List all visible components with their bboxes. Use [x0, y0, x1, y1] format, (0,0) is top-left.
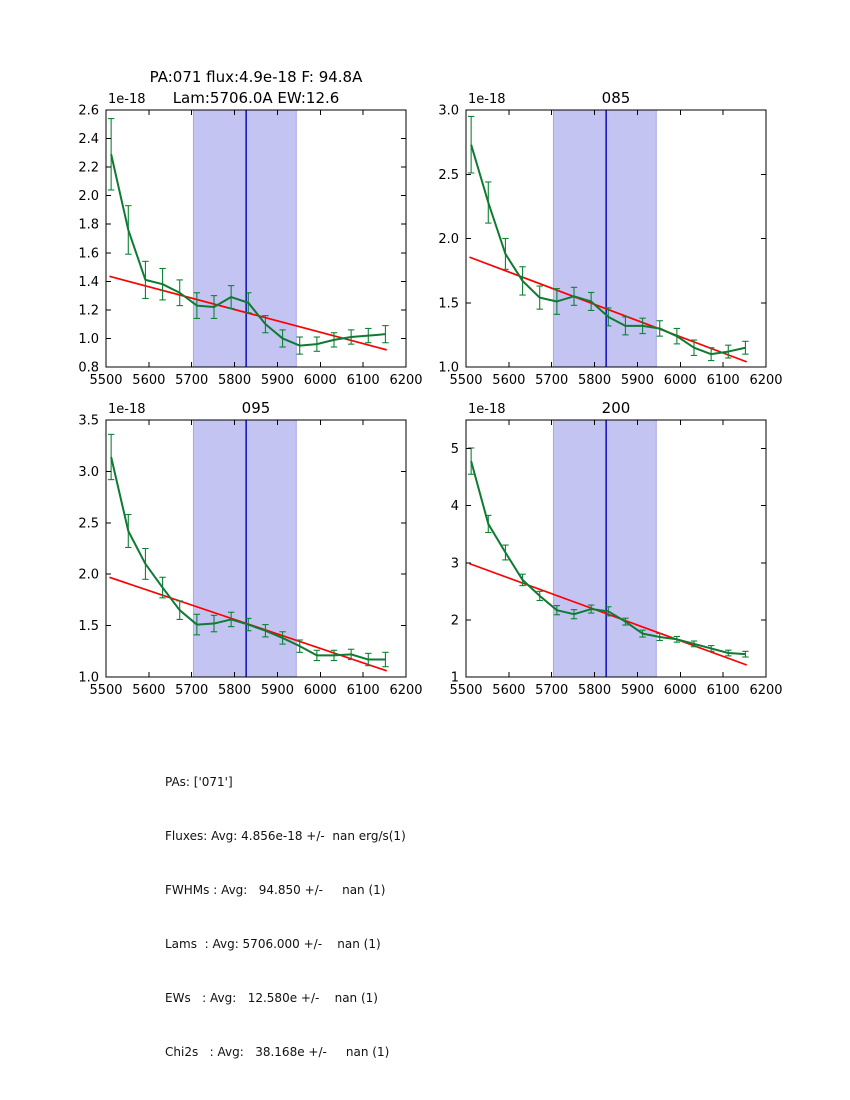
y-tick-label: 2.0 — [78, 568, 99, 583]
axes-frame — [105, 109, 407, 368]
ticks — [465, 420, 767, 678]
x-tick-label: 6200 — [749, 683, 782, 698]
x-tick-label: 5900 — [621, 373, 654, 388]
shaded-band — [192, 419, 297, 678]
axis-offset-label: 1e-18 — [468, 402, 506, 417]
x-tick-label: 6100 — [347, 683, 380, 698]
spectrum-line — [470, 144, 746, 356]
y-tick-label: 1.0 — [438, 361, 459, 376]
stats-line-pas: PAs: ['071'] — [165, 775, 233, 789]
stats-line-chi2s: Chi2s : Avg: 38.168e +/- nan (1) — [165, 1045, 390, 1059]
shaded-band — [552, 109, 657, 368]
x-tick-label: 6100 — [707, 683, 740, 698]
axes-frame — [465, 419, 767, 678]
ticks — [105, 419, 407, 678]
axes-frame — [105, 419, 407, 678]
y-tick-label: 1.5 — [438, 296, 459, 311]
x-tick-label: 5600 — [492, 373, 525, 388]
x-tick-label: 5800 — [578, 683, 611, 698]
subplot-lam57060aew126: 5500 5600 5700 5800 5900 6000 6100 6200 0.8 1.0 1.… — [78, 68, 422, 388]
x-tick-label: 5800 — [218, 683, 251, 698]
stats-block: PAs: ['071'] Fluxes: Avg: 4.856e-18 +/- … — [165, 741, 406, 1093]
x-tick-label: 5700 — [535, 683, 568, 698]
axis-offset-label: 1e-18 — [108, 402, 146, 417]
x-tick-label: 5500 — [449, 683, 482, 698]
y-tick-label: 0.8 — [78, 361, 99, 376]
x-tick-label: 5800 — [578, 373, 611, 388]
x-tick-label: 6000 — [664, 373, 697, 388]
y-tick-label: 1.2 — [78, 303, 99, 318]
ticks — [465, 109, 767, 368]
x-tick-label: 5600 — [132, 373, 165, 388]
y-tick-label: 3 — [451, 556, 459, 571]
x-tick-label: 5500 — [89, 683, 122, 698]
x-tick-label: 6100 — [347, 373, 380, 388]
y-tick-label: 4 — [451, 499, 459, 514]
axis-offset-label: 1e-18 — [468, 92, 506, 107]
y-tick-label: 1.0 — [78, 332, 99, 347]
plot-title: Lam:5706.0A EW:12.6 — [173, 89, 340, 107]
y-tick-label: 2.5 — [438, 168, 459, 183]
y-tick-label: 2 — [451, 613, 459, 628]
spectrum-line — [110, 154, 386, 347]
x-tick-label: 5500 — [89, 373, 122, 388]
x-tick-label: 5900 — [261, 373, 294, 388]
x-tick-label: 5700 — [175, 373, 208, 388]
x-tick-label: 6000 — [304, 683, 337, 698]
plot-title: 200 — [602, 399, 631, 417]
x-tick-label: 6200 — [749, 373, 782, 388]
plot-title: 095 — [242, 399, 271, 417]
y-tick-label: 1 — [451, 671, 459, 686]
y-tick-label: 3.5 — [78, 414, 99, 429]
spectrum-line — [470, 460, 746, 656]
shaded-band — [552, 419, 657, 678]
x-tick-label: 6000 — [304, 373, 337, 388]
y-tick-label: 1.8 — [78, 218, 99, 233]
stats-line-fluxes: Fluxes: Avg: 4.856e-18 +/- nan erg/s(1) — [165, 829, 406, 843]
spectrum-line — [110, 456, 386, 661]
x-tick-label: 5900 — [621, 683, 654, 698]
y-tick-label: 2.2 — [78, 161, 99, 176]
y-tick-label: 1.4 — [78, 275, 99, 290]
x-tick-label: 5700 — [535, 373, 568, 388]
x-tick-label: 6000 — [664, 683, 697, 698]
y-tick-label: 2.4 — [78, 132, 99, 147]
y-tick-label: 1.0 — [78, 671, 99, 686]
x-tick-label: 6200 — [389, 373, 422, 388]
x-tick-label: 5800 — [218, 373, 251, 388]
subplot-085: 5500 5600 5700 5800 5900 6000 6100 6200 1.0 1.5 2.… — [438, 89, 782, 388]
x-tick-label: 6200 — [389, 683, 422, 698]
plot-title: 085 — [602, 89, 631, 107]
stats-line-ews: EWs : Avg: 12.580e +/- nan (1) — [165, 991, 378, 1005]
x-tick-label: 5500 — [449, 373, 482, 388]
y-tick-label: 1.6 — [78, 246, 99, 261]
x-tick-label: 5900 — [261, 683, 294, 698]
y-tick-label: 2.6 — [78, 104, 99, 119]
y-tick-label: 2.0 — [438, 232, 459, 247]
axis-offset-label: 1e-18 — [108, 92, 146, 107]
y-tick-label: 3.0 — [78, 465, 99, 480]
stats-line-fwhms: FWHMs : Avg: 94.850 +/- nan (1) — [165, 883, 386, 897]
y-tick-label: 1.5 — [78, 619, 99, 634]
x-tick-label: 5600 — [492, 683, 525, 698]
ticks — [105, 109, 407, 368]
plot-title: PA:071 flux:4.9e-18 F: 94.8A — [150, 68, 363, 86]
subplot-grid: 5500 5600 5700 5800 5900 6000 6100 6200 0.8 1.0 1.… — [78, 68, 782, 698]
x-tick-label: 5600 — [132, 683, 165, 698]
y-tick-label: 3.0 — [438, 104, 459, 119]
x-tick-label: 6100 — [707, 373, 740, 388]
subplot-095: 5500 5600 5700 5800 5900 6000 6100 6200 1.0 1.5 2.… — [78, 399, 422, 698]
y-tick-label: 2.5 — [78, 516, 99, 531]
y-tick-label: 5 — [451, 442, 459, 457]
shaded-band — [192, 109, 297, 368]
y-tick-label: 2.0 — [78, 189, 99, 204]
stats-line-lams: Lams : Avg: 5706.000 +/- nan (1) — [165, 937, 381, 951]
x-tick-label: 5700 — [175, 683, 208, 698]
subplot-200: 5500 5600 5700 5800 5900 6000 6100 6200 1 2 3 4 5 1e-… — [449, 399, 782, 698]
